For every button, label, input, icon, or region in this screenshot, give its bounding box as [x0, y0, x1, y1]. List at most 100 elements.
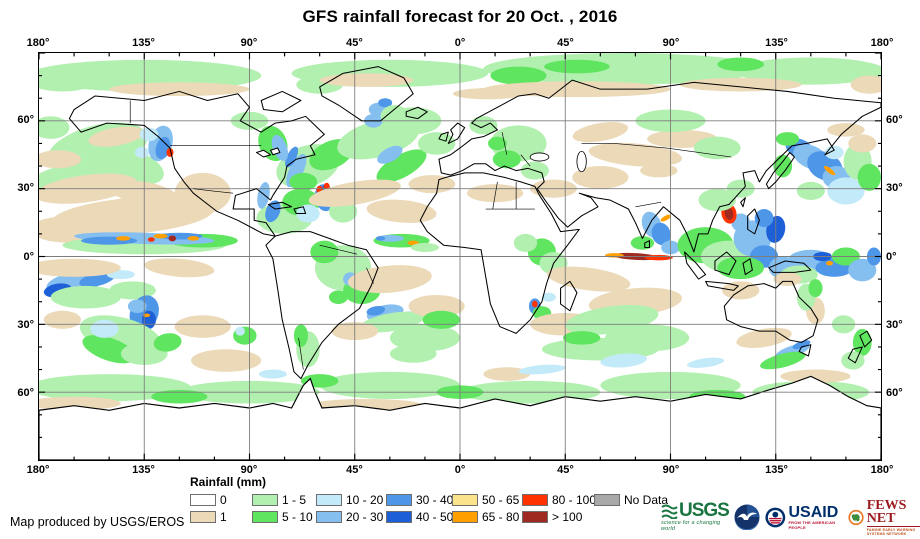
rain-patch — [754, 209, 774, 228]
lon-label-top: 45° — [346, 37, 363, 49]
rain-patch — [848, 258, 877, 282]
country-borders — [129, 100, 732, 370]
rain-patch — [490, 66, 547, 85]
rain-patch — [717, 57, 765, 72]
legend-row: 0 1 - 5 10 - 20 30 - 40 50 - 65 80 - 100 No Da… — [190, 491, 694, 508]
lon-label-bottom: 90° — [662, 464, 680, 476]
new-zealand-south-coast — [847, 346, 863, 364]
legend-label: 0 — [220, 492, 227, 507]
rain-patch — [736, 57, 881, 85]
lat-label-left: 30° — [17, 182, 34, 195]
lon-label-bottom: 180° — [26, 464, 50, 476]
rain-patch — [43, 310, 82, 329]
legend-label: 5 - 10 — [282, 509, 313, 524]
eurasia-coast — [438, 79, 881, 253]
rain-patch — [796, 181, 825, 200]
fews-globe-icon — [848, 509, 864, 525]
rain-patch — [572, 122, 629, 143]
lon-label-top: 135° — [765, 37, 788, 49]
rain-patch — [134, 146, 149, 159]
rain-patch — [408, 294, 465, 318]
lon-label-top: 90° — [662, 37, 680, 49]
rain-patch — [422, 310, 460, 329]
rain-patch — [775, 132, 800, 146]
legend-color-swatch — [316, 510, 342, 523]
map-credit: Map produced by USGS/EROS — [10, 515, 185, 529]
rain-patch — [572, 166, 629, 189]
legend-color-swatch — [316, 493, 342, 506]
rain-patch — [687, 357, 725, 368]
usaid-seal-icon — [765, 507, 786, 527]
sri-lanka-coast — [644, 240, 650, 248]
legend-color-swatch — [252, 493, 278, 506]
lat-label-right: 60° — [886, 386, 903, 399]
legend-entry: 5 - 10 — [252, 510, 316, 524]
usgs-wordmark: USGS — [679, 500, 730, 521]
rain-patch — [640, 163, 678, 178]
rain-patch — [88, 126, 144, 147]
rain-patch — [174, 172, 231, 214]
lon-label-bottom: 45° — [346, 464, 363, 476]
rain-patch — [366, 199, 437, 223]
legend-color-swatch — [452, 493, 478, 506]
rain-patch — [389, 324, 460, 352]
legend-label: 1 — [220, 509, 227, 524]
legend-label: 40 - 50 — [416, 509, 454, 524]
rain-patch — [698, 188, 736, 212]
iceland-coast — [405, 106, 428, 120]
rain-patch — [848, 134, 877, 153]
rain-patch — [187, 236, 200, 241]
legend-entry: 80 - 100 — [522, 492, 597, 507]
legend-label: 1 - 5 — [282, 492, 307, 507]
caspian-sea — [576, 150, 587, 173]
rain-patch — [826, 261, 834, 266]
legend-color-swatch — [252, 510, 278, 523]
lat-label-left: 60° — [17, 386, 34, 399]
rain-patch — [483, 81, 671, 98]
rain-patch — [483, 367, 531, 381]
coastlines — [68, 66, 881, 380]
map-canvas — [39, 53, 881, 460]
rain-patch — [588, 142, 683, 167]
rain-patch — [823, 165, 836, 176]
australia-coast — [723, 280, 819, 343]
rainfall-overlay — [39, 53, 881, 415]
rain-patch — [127, 299, 147, 314]
fews-tagline: FAMINE EARLY WARNING SYSTEMS NETWORK — [866, 527, 916, 536]
hispaniola-coast — [293, 206, 307, 215]
rain-patch — [289, 172, 318, 191]
new-guinea-coast — [768, 260, 812, 273]
rain-patch — [644, 254, 673, 261]
rain-patch — [329, 290, 348, 304]
rain-patch — [39, 396, 121, 411]
rain-patch — [679, 77, 802, 92]
legend-row: 1 5 - 10 20 - 30 40 - 50 65 - 80 > 100 — [190, 508, 694, 525]
rain-patch — [39, 258, 121, 277]
new-zealand-north-coast — [859, 330, 873, 348]
cuba-coast — [267, 201, 293, 210]
rain-patch — [824, 145, 844, 160]
rain-patch — [174, 315, 231, 338]
legend-label: No Data — [624, 492, 669, 507]
legend-label: 80 - 100 — [552, 492, 597, 507]
rain-patch — [144, 258, 215, 278]
map-title: GFS rainfall forecast for 20 Oct. , 2016 — [302, 7, 618, 26]
rain-patch — [153, 333, 182, 352]
rain-patch — [630, 236, 655, 250]
lat-label-right: 30° — [886, 318, 903, 331]
java-coast — [705, 280, 739, 291]
legend-entry: 10 - 20 — [316, 493, 386, 507]
north-america-coast — [68, 90, 325, 237]
rain-patch — [660, 214, 672, 222]
legend-label: > 100 — [552, 509, 583, 524]
lon-label-bottom: 0° — [454, 464, 466, 476]
sulawesi-coast — [742, 258, 753, 276]
usgs-tagline: science for a changing world — [661, 520, 721, 532]
rain-patch — [841, 351, 865, 370]
usaid-wordmark: USAID — [788, 503, 839, 521]
rain-patch — [285, 146, 299, 168]
rain-patch — [850, 75, 881, 94]
rain-patch — [310, 240, 339, 264]
axis-ticks — [39, 53, 881, 460]
rain-patch — [376, 149, 427, 183]
